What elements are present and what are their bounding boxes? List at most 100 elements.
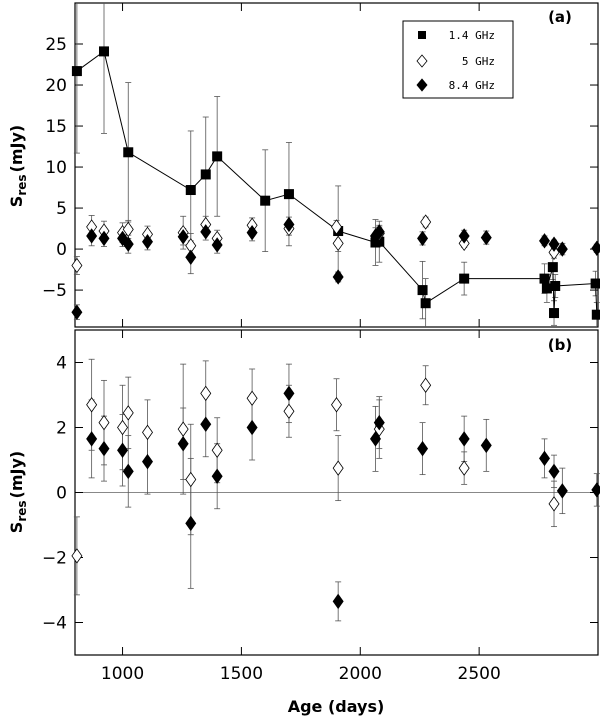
- data-point-1-4ghz: [374, 236, 385, 247]
- y-tick-label: 10: [45, 158, 67, 178]
- panel-b-ylabel: Sres(mJy): [7, 451, 29, 533]
- data-point-5ghz: [71, 548, 83, 564]
- data-point-8-4ghz: [283, 385, 295, 402]
- data-point-5ghz: [185, 471, 197, 488]
- data-point-8-4ghz: [71, 304, 83, 320]
- data-point-1-4ghz: [550, 280, 561, 291]
- data-point-8-4ghz: [373, 224, 385, 240]
- data-point-5ghz: [98, 414, 110, 431]
- data-point-5ghz: [122, 405, 134, 421]
- legend-label-8-4ghz: 8.4 GHz: [449, 79, 495, 92]
- y-tick-label: −4: [42, 614, 67, 634]
- y-tick-label: 20: [45, 76, 67, 96]
- data-point-8-4ghz: [369, 431, 381, 447]
- data-point-8-4ghz: [332, 269, 344, 285]
- legend-open-diamond-marker: [416, 54, 428, 68]
- legend: 1.4 GHz 5 GHz 8.4 GHz: [402, 20, 514, 99]
- data-point-8-4ghz: [177, 436, 189, 452]
- panel-a-ticks: −5 0 5 10 15 20 25: [42, 3, 598, 327]
- data-point-5ghz: [332, 460, 344, 476]
- data-point-8-4ghz: [246, 224, 258, 241]
- data-point-8-4ghz: [556, 483, 568, 499]
- y-tick-label: 4: [56, 354, 67, 374]
- data-point-8-4ghz: [122, 463, 134, 480]
- x-tick-label: 2500: [458, 664, 501, 684]
- data-point-5ghz: [331, 397, 342, 413]
- data-point-8-4ghz: [122, 236, 134, 252]
- data-point-1-4ghz: [539, 273, 550, 284]
- legend-label-1-4ghz: 1.4 GHz: [449, 29, 495, 42]
- data-point-8-4ghz: [417, 440, 429, 457]
- panel-a-ylabel: Sres(mJy): [7, 125, 29, 207]
- legend-square-marker: [418, 31, 426, 39]
- data-point-5ghz: [71, 257, 83, 274]
- data-point-5ghz: [548, 244, 560, 261]
- y-tick-label: 2: [56, 419, 67, 439]
- data-point-1-4ghz: [417, 285, 428, 296]
- panel-b: −4 −2 0 2 4 1000 1500 2000 2500 (b) Sres(mJy): [7, 329, 600, 684]
- data-point-8-4ghz: [373, 414, 385, 431]
- data-point-5ghz: [332, 235, 344, 252]
- data-point-5ghz: [283, 403, 295, 419]
- data-point-1-4ghz: [549, 308, 560, 319]
- panel-b-markers: [71, 377, 600, 610]
- data-point-8-4ghz: [480, 437, 492, 454]
- data-point-1-4ghz: [260, 195, 271, 206]
- data-point-8-4ghz: [246, 419, 258, 436]
- data-point-1-4ghz: [459, 273, 470, 284]
- panel-a-label: (a): [548, 8, 572, 26]
- y-tick-label: 15: [45, 117, 67, 137]
- data-point-1-4ghz: [547, 262, 558, 273]
- data-point-8-4ghz: [283, 216, 295, 233]
- panel-a: −5 0 5 10 15 20 25 (a) 1.4 GHz 5 GHz 8.4 GHz S…: [7, 2, 600, 328]
- panel-b-label: (b): [548, 336, 572, 354]
- data-point-8-4ghz: [548, 463, 560, 480]
- y-tick-label: 5: [56, 199, 67, 219]
- data-point-5ghz: [142, 424, 153, 441]
- data-point-1-4ghz: [71, 66, 82, 77]
- data-point-1-4ghz: [185, 185, 196, 196]
- y-tick-label: −5: [42, 281, 67, 301]
- data-point-1-4ghz: [123, 147, 134, 158]
- data-point-8-4ghz: [86, 228, 98, 244]
- data-point-1-4ghz: [590, 278, 600, 289]
- y-tick-label: 25: [45, 35, 67, 55]
- data-point-5ghz: [420, 214, 432, 230]
- panel-a-markers: [71, 46, 600, 320]
- x-tick-label: 1000: [101, 664, 144, 684]
- data-point-1-4ghz: [99, 46, 110, 57]
- data-point-1-4ghz: [541, 283, 552, 294]
- legend-label-5ghz: 5 GHz: [462, 55, 495, 68]
- data-point-8-4ghz: [185, 249, 197, 265]
- data-point-1-4ghz: [591, 309, 600, 320]
- data-point-5ghz: [458, 460, 470, 476]
- x-tick-label: 1500: [220, 664, 263, 684]
- x-tick-label: 2000: [339, 664, 382, 684]
- data-point-1-4ghz: [212, 151, 223, 162]
- data-point-1-4ghz: [200, 169, 211, 180]
- data-point-5ghz: [548, 496, 560, 512]
- data-point-8-4ghz: [591, 482, 600, 498]
- data-point-8-4ghz: [211, 237, 223, 253]
- data-point-5ghz: [86, 397, 98, 413]
- data-point-5ghz: [420, 377, 432, 393]
- data-point-8-4ghz: [211, 468, 223, 484]
- data-point-8-4ghz: [142, 234, 153, 250]
- data-point-8-4ghz: [480, 229, 492, 246]
- data-point-8-4ghz: [548, 236, 560, 252]
- y-tick-label: 0: [56, 240, 67, 260]
- data-point-5ghz: [211, 442, 223, 458]
- legend-filled-diamond-marker: [416, 78, 428, 92]
- panel-a-frame: [74, 2, 599, 328]
- data-point-8-4ghz: [591, 240, 600, 256]
- data-point-8-4ghz: [142, 453, 153, 470]
- data-point-8-4ghz: [556, 241, 568, 257]
- data-point-5ghz: [122, 221, 134, 238]
- data-point-8-4ghz: [177, 229, 189, 245]
- data-point-8-4ghz: [539, 233, 551, 249]
- data-point-1-4ghz: [420, 298, 431, 309]
- panel-b-ticks: −4 −2 0 2 4 1000 1500 2000 2500: [42, 330, 598, 684]
- y-tick-label: −2: [42, 549, 67, 569]
